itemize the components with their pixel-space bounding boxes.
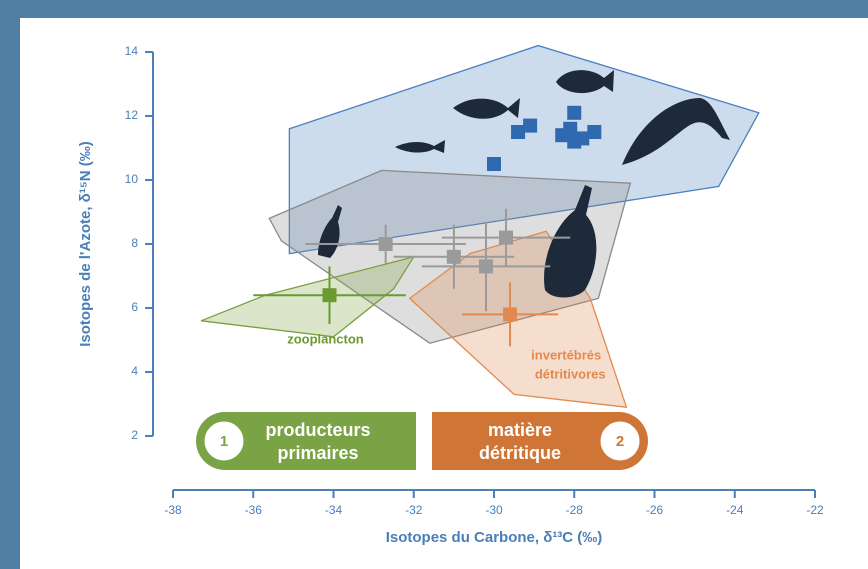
fish-icon: [395, 140, 445, 153]
box-label: matière: [488, 420, 552, 440]
box-number: 1: [220, 433, 228, 450]
y-tick-label: 6: [131, 300, 138, 314]
annotation: zooplancton: [287, 331, 364, 346]
point: [511, 125, 526, 139]
y-tick-label: 12: [125, 108, 139, 122]
annotation: détritivores: [535, 367, 606, 382]
frame-left: [0, 0, 20, 569]
crayfish-icon: [544, 185, 597, 298]
fish-icon: [556, 70, 614, 94]
y-tick-label: 14: [125, 44, 139, 58]
point: [567, 134, 582, 149]
annotation: invertébrés: [531, 347, 601, 362]
box-number-circle: [201, 418, 247, 464]
point: [322, 288, 337, 303]
point: [503, 307, 518, 322]
x-tick-label: -30: [485, 503, 503, 517]
y-tick-label: 10: [125, 172, 139, 186]
x-tick-label: -34: [325, 503, 343, 517]
frame-top: [0, 0, 868, 18]
y-tick-label: 8: [131, 236, 138, 250]
y-tick-label: 2: [131, 428, 138, 442]
y-tick-label: 4: [131, 364, 138, 378]
point: [378, 237, 393, 251]
x-tick-label: -32: [405, 503, 423, 517]
hull: [200, 255, 416, 338]
box-label: détritique: [479, 443, 561, 463]
x-tick-label: -26: [646, 503, 664, 517]
box-number: 2: [616, 433, 624, 450]
box-body: [432, 412, 618, 470]
box-label: producteurs: [265, 420, 370, 440]
x-axis-label: Isotopes du Carbone, δ¹³C (‰): [386, 529, 603, 546]
x-tick-label: -22: [806, 503, 824, 517]
x-tick-label: -24: [726, 503, 744, 517]
point: [555, 128, 570, 143]
box-number-circle: [597, 418, 643, 464]
point: [499, 230, 514, 245]
x-tick-label: -28: [566, 503, 584, 517]
box-label: primaires: [277, 443, 358, 463]
y-axis-label: Isotopes de l'Azote, δ¹⁵N (‰): [77, 141, 94, 347]
point: [446, 249, 461, 264]
fish-icon: [453, 98, 520, 119]
fish-icon: [622, 98, 730, 165]
point: [567, 105, 582, 120]
x-tick-label: -38: [164, 503, 182, 517]
hull: [288, 44, 760, 255]
point: [587, 125, 602, 139]
box-body: [226, 412, 416, 470]
point: [478, 259, 493, 274]
point: [487, 157, 501, 171]
x-tick-label: -36: [245, 503, 263, 517]
silhouettes: [318, 70, 730, 298]
point: [523, 118, 538, 133]
